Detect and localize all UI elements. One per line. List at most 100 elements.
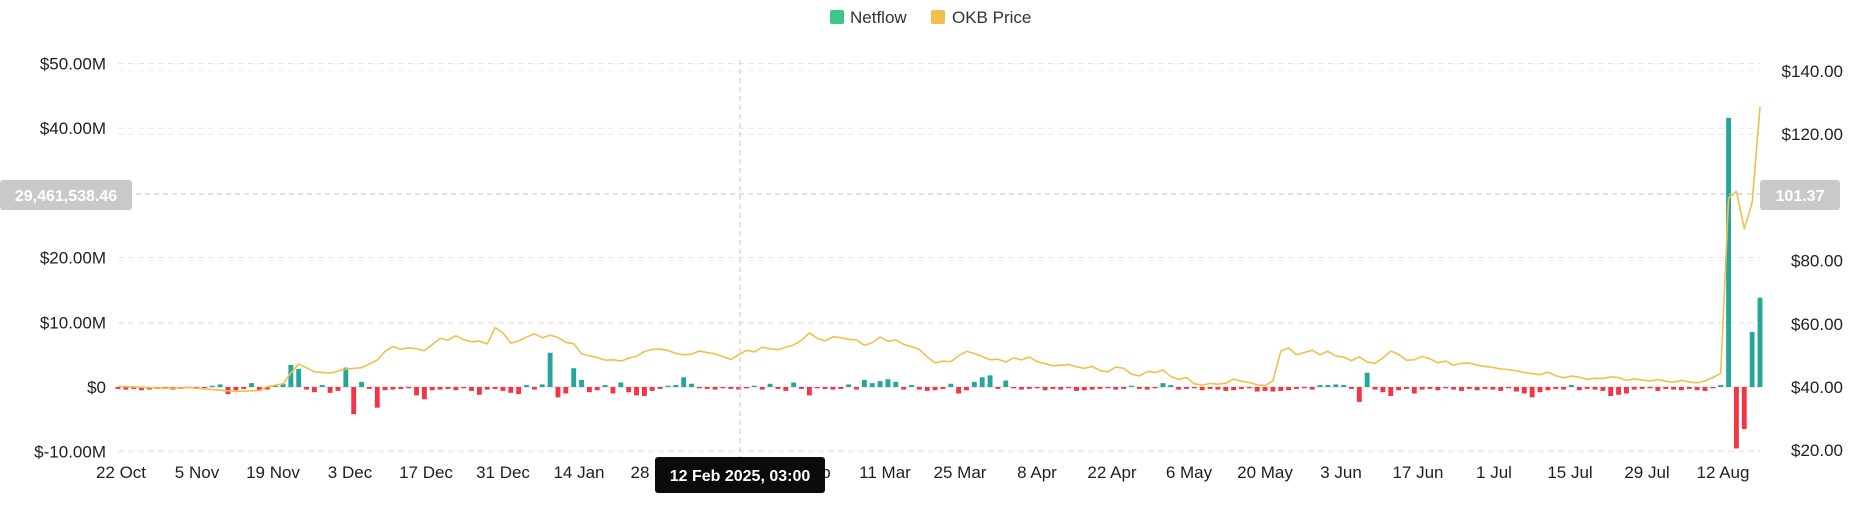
netflow-bar[interactable] — [476, 387, 482, 395]
netflow-bar[interactable] — [1741, 387, 1747, 430]
netflow-bar[interactable] — [1113, 387, 1119, 390]
netflow-bar[interactable] — [704, 387, 710, 389]
netflow-bar[interactable] — [469, 387, 474, 391]
netflow-bar[interactable] — [1058, 387, 1064, 390]
netflow-bar[interactable] — [366, 387, 372, 389]
netflow-bar[interactable] — [1631, 387, 1637, 390]
netflow-bar[interactable] — [1356, 387, 1362, 402]
legend-swatch-okb-price[interactable] — [931, 10, 945, 24]
netflow-bar[interactable] — [775, 387, 781, 389]
netflow-bar[interactable] — [1019, 387, 1024, 390]
netflow-bar[interactable] — [1529, 387, 1535, 398]
netflow-bar[interactable] — [414, 387, 419, 396]
netflow-bar[interactable] — [1545, 387, 1551, 391]
netflow-bar[interactable] — [736, 387, 742, 390]
netflow-bar[interactable] — [893, 381, 899, 387]
netflow-bar[interactable] — [1144, 387, 1150, 390]
netflow-bar[interactable] — [1694, 387, 1700, 391]
netflow-bar[interactable] — [1050, 387, 1056, 389]
netflow-bar[interactable] — [1427, 387, 1433, 389]
netflow-bar[interactable] — [964, 387, 969, 391]
netflow-bar[interactable] — [1600, 387, 1606, 391]
netflow-bar[interactable] — [783, 387, 789, 391]
netflow-bar[interactable] — [1341, 385, 1347, 387]
netflow-bar[interactable] — [555, 387, 561, 398]
netflow-bar[interactable] — [1616, 387, 1622, 395]
netflow-bar[interactable] — [335, 387, 341, 391]
netflow-bar[interactable] — [1553, 387, 1559, 389]
netflow-bar[interactable] — [1466, 387, 1472, 389]
netflow-bar[interactable] — [1482, 387, 1488, 389]
netflow-bar[interactable] — [1184, 387, 1189, 389]
netflow-bar[interactable] — [508, 387, 514, 393]
netflow-bar[interactable] — [1388, 387, 1394, 397]
netflow-bar[interactable] — [453, 387, 459, 391]
netflow-bar[interactable] — [948, 383, 954, 387]
netflow-bar[interactable] — [1686, 387, 1692, 389]
netflow-bar[interactable] — [398, 387, 404, 389]
netflow-bar[interactable] — [971, 381, 977, 387]
netflow-bar[interactable] — [524, 385, 529, 387]
netflow-bar[interactable] — [264, 387, 270, 390]
netflow-bar[interactable] — [1514, 387, 1519, 392]
netflow-bar[interactable] — [1710, 387, 1716, 389]
netflow-bar[interactable] — [311, 387, 317, 393]
netflow-bar[interactable] — [1278, 387, 1284, 391]
netflow-bar[interactable] — [1364, 372, 1370, 387]
netflow-bar[interactable] — [586, 387, 592, 393]
netflow-bar[interactable] — [1639, 387, 1645, 389]
netflow-bar[interactable] — [759, 387, 765, 390]
netflow-bar[interactable] — [602, 385, 608, 387]
netflow-bar[interactable] — [1223, 387, 1229, 391]
netflow-bar[interactable] — [1726, 117, 1732, 388]
netflow-bar[interactable] — [1702, 387, 1708, 391]
legend-label-okb-price[interactable]: OKB Price — [952, 8, 1031, 27]
netflow-bar[interactable] — [689, 383, 694, 387]
netflow-bar[interactable] — [1191, 387, 1197, 389]
netflow-bar[interactable] — [1042, 387, 1048, 391]
netflow-bar[interactable] — [1121, 387, 1127, 389]
netflow-bar[interactable] — [1081, 387, 1087, 391]
netflow-bar[interactable] — [1749, 332, 1755, 387]
netflow-bar[interactable] — [1435, 387, 1441, 391]
netflow-bar[interactable] — [1506, 387, 1512, 389]
netflow-bar[interactable] — [1396, 387, 1402, 391]
netflow-bar[interactable] — [838, 387, 844, 389]
netflow-bar[interactable] — [1349, 387, 1354, 389]
netflow-bar[interactable] — [1671, 387, 1677, 390]
netflow-bar[interactable] — [916, 387, 922, 390]
netflow-bar[interactable] — [1034, 387, 1040, 389]
netflow-bar[interactable] — [351, 387, 357, 415]
netflow-bar[interactable] — [288, 365, 294, 387]
netflow-bar[interactable] — [280, 383, 286, 387]
netflow-bar[interactable] — [728, 387, 734, 389]
netflow-bar[interactable] — [241, 387, 247, 389]
netflow-bar[interactable] — [877, 381, 883, 387]
netflow-bar[interactable] — [626, 387, 632, 393]
netflow-bar[interactable] — [673, 385, 679, 387]
netflow-bar[interactable] — [901, 387, 907, 390]
netflow-bar[interactable] — [131, 387, 137, 389]
netflow-bar[interactable] — [123, 387, 129, 390]
netflow-bar[interactable] — [1624, 387, 1629, 394]
netflow-bar[interactable] — [531, 387, 537, 390]
netflow-bar[interactable] — [374, 387, 380, 408]
netflow-bar[interactable] — [1246, 387, 1252, 389]
netflow-bar[interactable] — [1451, 387, 1457, 390]
netflow-bar[interactable] — [1301, 387, 1307, 389]
netflow-bar[interactable] — [594, 387, 600, 391]
netflow-bar[interactable] — [1561, 387, 1567, 390]
netflow-bar[interactable] — [814, 387, 820, 389]
netflow-bar[interactable] — [539, 384, 545, 387]
netflow-bar[interactable] — [327, 387, 333, 393]
netflow-bar[interactable] — [484, 387, 490, 390]
netflow-bar[interactable] — [115, 387, 121, 389]
netflow-bar[interactable] — [1199, 387, 1205, 391]
netflow-bar[interactable] — [720, 387, 726, 389]
netflow-bar[interactable] — [1152, 387, 1158, 389]
netflow-bar[interactable] — [696, 387, 702, 389]
netflow-bar[interactable] — [209, 385, 215, 387]
netflow-bar[interactable] — [1270, 387, 1276, 392]
legend-swatch-netflow[interactable] — [830, 10, 844, 24]
legend-label-netflow[interactable]: Netflow — [850, 8, 907, 27]
